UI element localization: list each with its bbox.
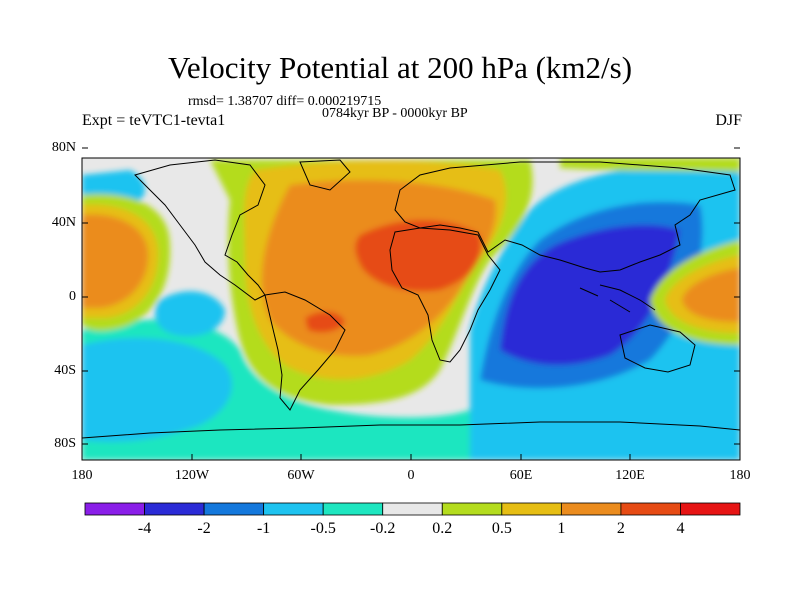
lat-tick-label: 0 [69, 289, 76, 304]
lat-tick-label: 80N [51, 140, 76, 155]
colorbar-level-label: -1 [256, 520, 271, 537]
lon-tick-label: 0 [407, 468, 415, 483]
lat-tick-label: 80S [54, 436, 76, 451]
coast-south-america [264, 291, 346, 411]
lon-tick-label: 120W [174, 468, 210, 483]
colorbar-swatch [263, 502, 324, 516]
lon-tick-label: 60W [287, 468, 315, 483]
period-text: 0784kyr BP - 0000kyr BP [322, 106, 468, 121]
colorbar-level-label: 2 [616, 520, 625, 537]
colorbar-level-label: -4 [137, 520, 152, 537]
colorbar-level-label: 0.2 [432, 520, 453, 537]
lat-tick-label: 40S [54, 363, 76, 378]
colorbar-level-label: 4 [676, 520, 685, 537]
coast-maritime-continent [579, 284, 656, 313]
neg-region-cyan-south [82, 337, 232, 442]
season-label: DJF [715, 112, 742, 129]
colorbar [84, 502, 741, 516]
colorbar-swatch [560, 502, 622, 516]
coast-africa [389, 227, 501, 363]
colorbar-swatch [382, 502, 443, 516]
lon-tick-label: 180 [71, 468, 93, 483]
pos-westpac-orange [82, 214, 149, 308]
chart-title: Velocity Potential at 200 hPa (km2/s) [167, 50, 633, 85]
pos-region-red [355, 220, 481, 292]
colorbar-swatch [322, 502, 384, 516]
colorbar-level-label: -0.2 [370, 520, 396, 537]
axis-ticks [81, 147, 741, 460]
coast-greenland [299, 159, 351, 191]
colorbar-swatch [203, 502, 265, 516]
colorbar-level-label: 1 [557, 520, 566, 537]
colorbar-swatch [620, 502, 681, 516]
pos-northeast-green [560, 158, 740, 172]
colorbar-swatch [84, 502, 145, 516]
lon-tick-label: 60E [509, 468, 533, 483]
colorbar-swatch [441, 502, 503, 516]
colorbar-swatch [501, 502, 562, 516]
lon-tick-label: 120E [615, 468, 645, 483]
lat-tick-label: 40N [51, 215, 76, 230]
colorbar-level-label: -2 [197, 520, 211, 537]
experiment-label: Expt = teVTC1-tevta1 [82, 112, 226, 129]
colorbar-level-label: -0.5 [310, 520, 336, 537]
lon-tick-label: 180 [729, 468, 751, 483]
coastlines [82, 159, 740, 439]
pos-eastpac-orange [682, 268, 740, 322]
colorbar-swatch [680, 502, 741, 516]
colorbar-swatch [144, 502, 205, 516]
contour-field [82, 158, 740, 460]
colorbar-level-label: 0.5 [491, 520, 512, 537]
coast-antarctica [82, 421, 740, 439]
coast-europe-asia [394, 161, 736, 273]
coast-australia [619, 324, 696, 373]
stats-text: rmsd= 1.38707 diff= 0.000219715 [188, 94, 382, 109]
pos-cell-brazil [305, 311, 345, 333]
neg-cell-pacific [155, 291, 225, 337]
coast-north-america [134, 159, 266, 301]
